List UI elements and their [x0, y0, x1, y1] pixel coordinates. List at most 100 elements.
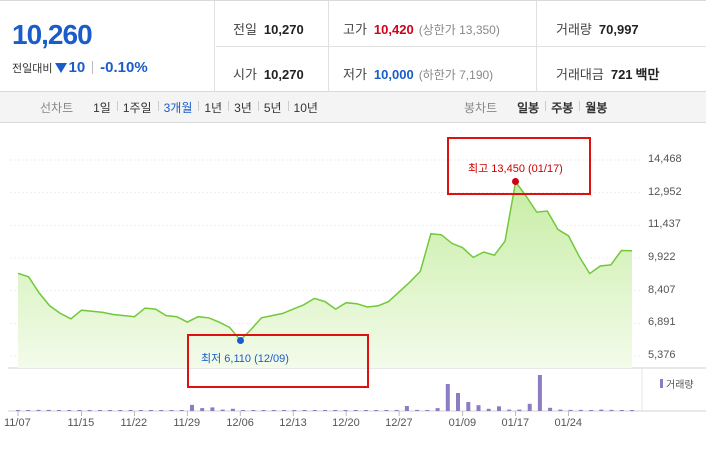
divider: [92, 61, 94, 74]
x-tick-label: 12/06: [226, 417, 254, 429]
volume-bar: [190, 404, 194, 411]
volume-bar: [220, 409, 225, 411]
volume-bar: [333, 410, 338, 411]
tab-weekly[interactable]: 주봉: [545, 99, 579, 116]
volume-bar: [548, 407, 553, 411]
price-area: [18, 181, 632, 368]
volume-bar: [517, 409, 522, 411]
volume-bar: [251, 410, 256, 411]
volume-legend-label: 거래량: [666, 380, 694, 391]
volume-bar: [619, 410, 624, 411]
low-annotation-box: [187, 334, 369, 388]
tab-1day[interactable]: 1일: [93, 101, 111, 115]
tab-1week[interactable]: 1주일: [116, 99, 158, 116]
tab-1year[interactable]: 1년: [198, 99, 228, 116]
volume-bar: [67, 410, 72, 411]
low-marker: [236, 336, 244, 344]
price-change: 전일대비 10 -0.10%: [12, 59, 148, 76]
volume-bar: [323, 410, 327, 411]
volume-bar: [527, 403, 532, 411]
y-tick-label: 6,891: [648, 316, 676, 329]
volume-bar: [589, 410, 594, 411]
x-tick-label: 12/27: [385, 417, 413, 429]
volume-bar: [558, 409, 563, 411]
volume-bar: [476, 405, 481, 411]
x-tick-label: 01/17: [501, 417, 530, 429]
tab-3month[interactable]: 3개월: [157, 99, 199, 116]
volume-bar: [149, 410, 153, 411]
y-tick-label: 9,922: [648, 251, 676, 263]
high-marker: [512, 178, 520, 186]
volume-bar: [210, 407, 215, 411]
lower-limit: (하한가 7,190): [418, 68, 494, 82]
line-chart-title: 선차트: [40, 101, 74, 115]
change-label: 전일대비: [12, 62, 53, 75]
volume-bar: [97, 410, 102, 411]
stat-unit: 백만: [635, 67, 660, 82]
volume-bar: [159, 410, 164, 411]
quote-header: 10,260 전일대비 10 -0.10% 전일 10,270 고가 10,42…: [0, 0, 706, 92]
upper-limit: (상한가 13,350): [418, 23, 500, 37]
y-tick-label: 11,437: [648, 218, 681, 231]
volume-bar: [578, 409, 583, 411]
volume-bar: [128, 410, 133, 411]
price-line: [17, 180, 633, 342]
volume-bar: [56, 410, 61, 411]
stat-label: 거래대금: [556, 67, 604, 82]
quote-stats: 전일 10,270 고가 10,420 (상한가 13,350) 거래량 70,…: [216, 1, 706, 92]
stat-value: 10,420: [373, 22, 414, 37]
x-tick-label: 12/20: [332, 417, 360, 429]
volume-bar: [200, 408, 205, 411]
volume-swatch: [660, 379, 663, 388]
volume-bar: [466, 402, 471, 411]
x-tick-label: 11/15: [67, 417, 95, 429]
stat-open: 시가 10,270: [233, 64, 304, 83]
volume-bar: [108, 410, 113, 411]
x-tick-label: 01/24: [554, 417, 582, 429]
stat-value: 10,270: [263, 67, 304, 82]
volume-bar: [26, 410, 31, 411]
volume-bar: [36, 409, 41, 411]
volume-bar: [445, 384, 450, 411]
volume-bar: [292, 410, 297, 411]
candle-chart-tabs: 봉차트 일봉 주봉 월봉: [464, 92, 613, 123]
tab-10year[interactable]: 10년: [287, 99, 324, 116]
stat-low: 저가 10,000 (하한가 7,190): [343, 64, 493, 83]
tab-3year[interactable]: 3년: [228, 99, 258, 116]
volume-bar: [261, 410, 266, 411]
volume-bar: [241, 410, 246, 411]
volume-bar: [497, 406, 501, 411]
tab-5year[interactable]: 5년: [257, 99, 288, 116]
stat-high: 고가 10,420 (상한가 13,350): [343, 19, 500, 38]
tab-monthly[interactable]: 월봉: [579, 99, 613, 116]
stat-prev-close: 전일 10,270: [233, 19, 304, 38]
candle-chart-title: 봉차트: [464, 101, 498, 115]
volume-bars: [16, 375, 634, 411]
volume-bar: [537, 375, 542, 411]
x-tick-label: 12/13: [279, 417, 307, 429]
price-chart: 14,468 12,952 11,437 9,922 8,407 6,891 5,376 1…: [0, 123, 706, 455]
volume-bar: [87, 410, 92, 411]
volume-bar: [77, 410, 82, 411]
line-chart-tabs: 선차트 1일 1주일 3개월 1년 3년 5년 10년: [40, 92, 324, 123]
high-annotation: 최고 13,450 (01/17): [468, 163, 563, 175]
volume-bar: [599, 409, 604, 411]
high-annotation-box: [447, 137, 591, 195]
volume-bar: [374, 410, 379, 411]
volume-bar: [343, 410, 348, 411]
volume-bar: [415, 409, 420, 411]
volume-bar: [394, 410, 399, 411]
stat-volume: 거래량 70,997: [556, 19, 639, 38]
volume-bar: [16, 410, 20, 411]
volume-bar: [435, 408, 440, 411]
tab-daily[interactable]: 일봉: [517, 101, 540, 115]
volume-bar: [507, 409, 512, 411]
volume-legend: 거래량: [660, 376, 694, 391]
volume-bar: [312, 410, 317, 411]
stat-label: 고가: [343, 22, 367, 37]
divider: [216, 46, 706, 47]
current-price: 10,260: [12, 19, 93, 50]
stat-label: 거래량: [556, 22, 592, 37]
x-tick-label: 11/22: [120, 417, 148, 429]
volume-bar: [404, 406, 409, 411]
